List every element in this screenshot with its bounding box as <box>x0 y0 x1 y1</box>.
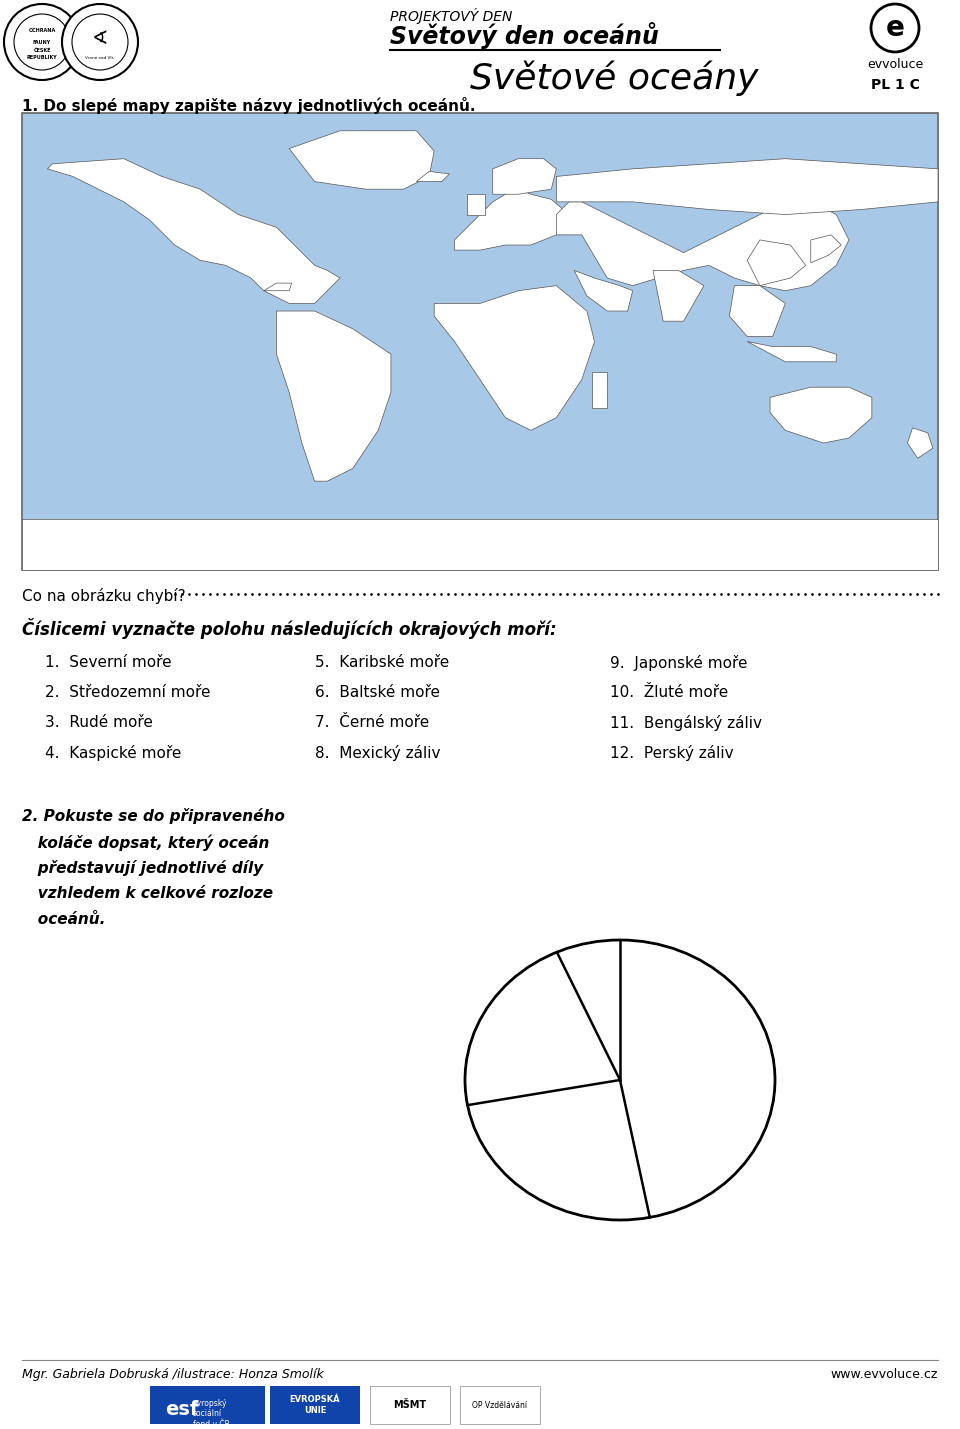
Text: představují jednotlivé díly: představují jednotlivé díly <box>22 860 263 876</box>
Text: OP Vzdělávání: OP Vzdělávání <box>472 1400 528 1409</box>
Text: 9.  Japonské moře: 9. Japonské moře <box>610 654 748 672</box>
Polygon shape <box>770 387 872 443</box>
Bar <box>150 1386 265 1425</box>
Bar <box>270 1386 360 1425</box>
Bar <box>22 113 938 570</box>
Text: 4.  Kaspické moře: 4. Kaspické moře <box>45 745 181 762</box>
Text: 2.  Středozemní moře: 2. Středozemní moře <box>45 684 210 700</box>
Text: 5.  Karibské moře: 5. Karibské moře <box>315 654 449 670</box>
Text: 3.  Rudé moře: 3. Rudé moře <box>45 714 153 730</box>
Polygon shape <box>264 283 292 290</box>
Ellipse shape <box>465 940 775 1220</box>
Circle shape <box>4 4 80 80</box>
Polygon shape <box>811 234 841 263</box>
Polygon shape <box>747 240 805 286</box>
Text: OCHRANA: OCHRANA <box>29 27 56 33</box>
Circle shape <box>62 4 138 80</box>
Polygon shape <box>289 131 434 189</box>
Text: koláče dopsat, který oceán: koláče dopsat, který oceán <box>22 835 270 850</box>
Text: 1. Do slepé mapy zapište názvy jednotlivých oceánů.: 1. Do slepé mapy zapište názvy jednotliv… <box>22 97 475 114</box>
Text: REPUBLIKY: REPUBLIKY <box>27 54 58 60</box>
Text: ČESKÉ: ČESKÉ <box>34 47 51 53</box>
Polygon shape <box>492 159 557 194</box>
Polygon shape <box>417 171 449 181</box>
Polygon shape <box>22 519 938 570</box>
Polygon shape <box>730 286 785 336</box>
Text: www.evvoluce.cz: www.evvoluce.cz <box>830 1368 938 1380</box>
Polygon shape <box>454 189 569 250</box>
Text: e: e <box>885 14 904 41</box>
Text: Světový den oceánů: Světový den oceánů <box>390 21 659 49</box>
Text: Co na obrázku chybí?: Co na obrázku chybí? <box>22 587 185 604</box>
Text: 10.  Žluté moře: 10. Žluté moře <box>610 684 729 700</box>
Text: PL 1 C: PL 1 C <box>871 79 920 91</box>
Polygon shape <box>276 312 391 482</box>
Text: 11.  Bengálský záliv: 11. Bengálský záliv <box>610 714 762 732</box>
Text: Světové oceány: Světové oceány <box>470 60 758 96</box>
Text: MŠMT: MŠMT <box>394 1400 426 1410</box>
Polygon shape <box>653 270 704 322</box>
Polygon shape <box>907 427 933 459</box>
Text: 7.  Černé moře: 7. Černé moře <box>315 714 429 730</box>
Text: EVROPSKÁ
UNIE: EVROPSKÁ UNIE <box>290 1395 340 1415</box>
Text: Vrnné nad Vlt.: Vrnné nad Vlt. <box>85 56 114 60</box>
Text: oceánů.: oceánů. <box>22 912 106 927</box>
Polygon shape <box>434 286 594 430</box>
Text: vzhledem k celkové rozloze: vzhledem k celkové rozloze <box>22 886 274 902</box>
Polygon shape <box>592 372 608 407</box>
Text: Číslicemi vyznačte polohu následujících okrajových moří:: Číslicemi vyznačte polohu následujících … <box>22 617 557 639</box>
Text: ∢: ∢ <box>92 29 108 47</box>
Text: PROJEKTOVÝ DEN: PROJEKTOVÝ DEN <box>390 9 513 24</box>
Polygon shape <box>468 194 485 214</box>
Text: evvoluce: evvoluce <box>867 59 924 71</box>
Text: 2. Pokuste se do připraveného: 2. Pokuste se do připraveného <box>22 807 285 825</box>
Text: esf: esf <box>165 1400 199 1419</box>
Text: 8.  Mexický záliv: 8. Mexický záliv <box>315 745 441 762</box>
Text: 12.  Perský záliv: 12. Perský záliv <box>610 745 733 762</box>
Polygon shape <box>747 342 836 362</box>
Polygon shape <box>574 270 633 312</box>
Polygon shape <box>47 159 340 303</box>
Text: 6.  Baltské moře: 6. Baltské moře <box>315 684 440 700</box>
Text: Mgr. Gabriela Dobruská /ilustrace: Honza Smolík: Mgr. Gabriela Dobruská /ilustrace: Honza… <box>22 1368 324 1380</box>
Polygon shape <box>557 201 849 290</box>
Bar <box>370 1386 450 1425</box>
Bar <box>460 1386 540 1425</box>
Polygon shape <box>557 159 938 214</box>
Text: evropský
sociální
fond v ČR: evropský sociální fond v ČR <box>193 1399 230 1429</box>
Text: 1.  Severní moře: 1. Severní moře <box>45 654 172 670</box>
Text: FAUNY: FAUNY <box>33 40 51 44</box>
